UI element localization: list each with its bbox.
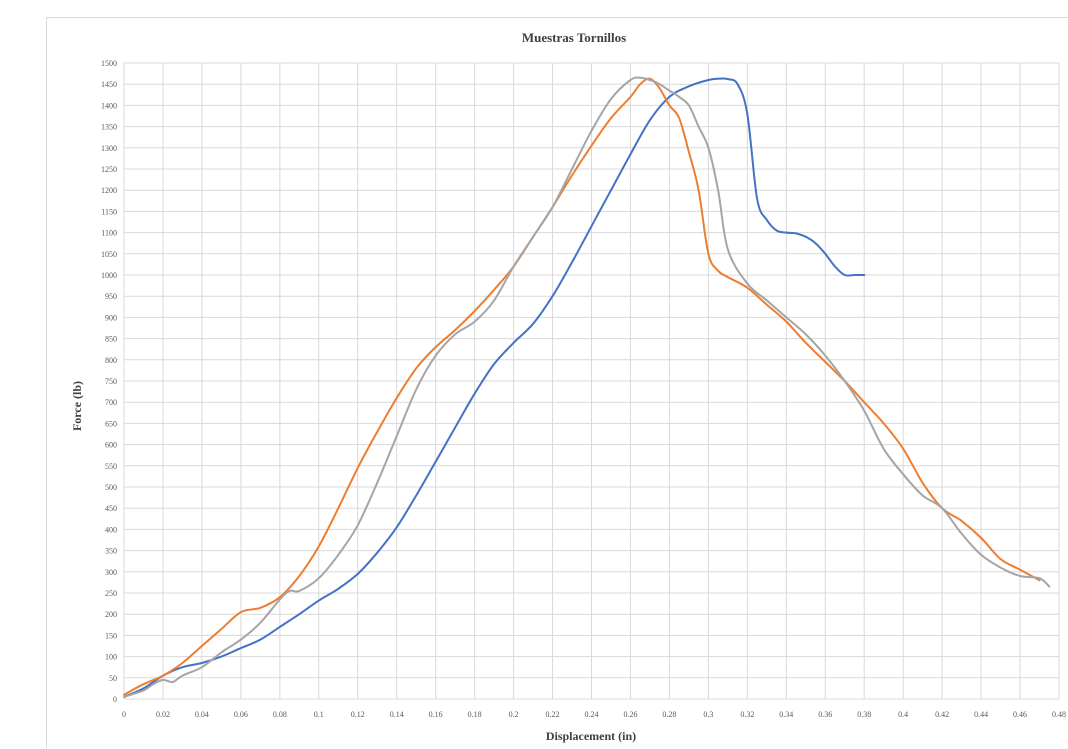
x-tick-label: 0 (122, 710, 126, 719)
y-axis-title: Force (lb) (70, 381, 84, 431)
x-axis-title: Displacement (in) (546, 729, 636, 743)
series-line-2 (123, 77, 1041, 696)
x-tick-label: 0.32 (740, 710, 754, 719)
y-tick-label: 100 (105, 653, 117, 662)
y-tick-label: 1350 (101, 123, 117, 132)
x-tick-label: 0.34 (779, 710, 793, 719)
y-tick-label: 1250 (101, 165, 117, 174)
y-tick-label: 1450 (101, 80, 117, 89)
x-tick-label: 0.44 (974, 710, 988, 719)
y-tick-label: 300 (105, 568, 117, 577)
x-tick-label: 0.26 (623, 710, 637, 719)
y-tick-label: 900 (105, 313, 117, 322)
x-tick-label: 0.38 (857, 710, 871, 719)
line-chart: 0 50 100 150 200 250 300 350 400 450 500 550 600 650 7… (70, 30, 1066, 743)
series-line-3 (123, 76, 1051, 698)
x-tick-label: 0.12 (351, 710, 365, 719)
y-tick-label: 1150 (101, 207, 117, 216)
x-tick-label: 0.16 (429, 710, 443, 719)
series-line-1 (123, 77, 866, 698)
x-tick-label: 0.28 (662, 710, 676, 719)
y-tick-label: 1200 (101, 186, 117, 195)
x-tick-labels: 0 0.02 0.04 0.06 0.08 0.1 0.12 0.14 0.16 0.18 0.2 0… (122, 710, 1066, 719)
y-tick-label: 1000 (101, 271, 117, 280)
x-tick-label: 0.4 (898, 710, 908, 719)
x-tick-label: 0.18 (468, 710, 482, 719)
gridlines (123, 62, 1060, 700)
x-tick-label: 0.36 (818, 710, 832, 719)
chart-area: 0 50 100 150 200 250 300 350 400 450 500 550 600 650 7… (46, 17, 1068, 748)
y-tick-label: 350 (105, 547, 117, 556)
y-tick-label: 0 (113, 695, 117, 704)
y-tick-label: 150 (105, 631, 117, 640)
x-tick-label: 0.42 (935, 710, 949, 719)
x-tick-label: 0.2 (509, 710, 519, 719)
y-tick-label: 1500 (101, 59, 117, 68)
chart-title: Muestras Tornillos (522, 30, 626, 45)
y-tick-label: 400 (105, 525, 117, 534)
series-lines (123, 76, 1051, 698)
y-tick-label: 200 (105, 610, 117, 619)
x-tick-label: 0.22 (546, 710, 560, 719)
x-tick-label: 0.46 (1013, 710, 1027, 719)
y-tick-label: 1300 (101, 144, 117, 153)
y-tick-label: 700 (105, 398, 117, 407)
y-tick-label: 600 (105, 441, 117, 450)
y-tick-label: 250 (105, 589, 117, 598)
x-tick-label: 0.48 (1052, 710, 1066, 719)
y-tick-label: 1050 (101, 250, 117, 259)
y-tick-label: 50 (109, 674, 117, 683)
x-tick-label: 0.3 (703, 710, 713, 719)
y-tick-label: 650 (105, 419, 117, 428)
y-tick-label: 500 (105, 483, 117, 492)
x-tick-label: 0.04 (195, 710, 209, 719)
y-tick-label: 750 (105, 377, 117, 386)
y-tick-label: 450 (105, 504, 117, 513)
y-tick-label: 850 (105, 335, 117, 344)
x-tick-label: 0.06 (234, 710, 248, 719)
y-tick-labels: 0 50 100 150 200 250 300 350 400 450 500 550 600 650 7… (101, 59, 117, 704)
y-tick-label: 950 (105, 292, 117, 301)
x-tick-label: 0.08 (273, 710, 287, 719)
y-tick-label: 1100 (101, 229, 117, 238)
y-tick-label: 1400 (101, 101, 117, 110)
x-tick-label: 0.14 (390, 710, 404, 719)
x-tick-label: 0.02 (156, 710, 170, 719)
y-tick-label: 800 (105, 356, 117, 365)
x-tick-label: 0.1 (314, 710, 324, 719)
x-tick-label: 0.24 (585, 710, 599, 719)
y-tick-label: 550 (105, 462, 117, 471)
